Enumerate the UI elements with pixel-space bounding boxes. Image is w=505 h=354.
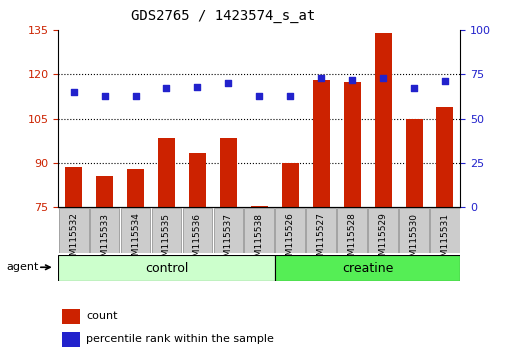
- FancyBboxPatch shape: [244, 207, 274, 253]
- Point: [131, 93, 139, 98]
- Text: count: count: [86, 312, 118, 321]
- FancyBboxPatch shape: [89, 207, 119, 253]
- Bar: [158, 138, 175, 207]
- Point: [255, 93, 263, 98]
- Text: GSM115534: GSM115534: [131, 213, 140, 268]
- Text: GSM115529: GSM115529: [378, 213, 387, 268]
- Text: GSM115533: GSM115533: [100, 213, 109, 268]
- Bar: [343, 82, 360, 207]
- Bar: [62, 332, 80, 347]
- Text: GSM115531: GSM115531: [440, 213, 448, 268]
- Text: GSM115532: GSM115532: [69, 213, 78, 268]
- Point: [286, 93, 294, 98]
- FancyBboxPatch shape: [274, 256, 460, 281]
- Point: [347, 77, 356, 82]
- Point: [70, 89, 78, 95]
- Bar: [436, 107, 452, 207]
- FancyBboxPatch shape: [121, 207, 150, 253]
- Text: GSM115530: GSM115530: [409, 213, 418, 268]
- FancyBboxPatch shape: [368, 207, 397, 253]
- FancyBboxPatch shape: [337, 207, 366, 253]
- Text: agent: agent: [6, 262, 38, 272]
- Bar: [374, 33, 391, 207]
- Point: [100, 93, 109, 98]
- FancyBboxPatch shape: [182, 207, 212, 253]
- Text: percentile rank within the sample: percentile rank within the sample: [86, 335, 274, 344]
- Point: [440, 79, 448, 84]
- Bar: [62, 309, 80, 324]
- Point: [378, 75, 386, 81]
- Bar: [96, 176, 113, 207]
- Text: creatine: creatine: [341, 262, 392, 275]
- Bar: [188, 153, 206, 207]
- Bar: [250, 206, 267, 207]
- FancyBboxPatch shape: [275, 207, 305, 253]
- Bar: [127, 169, 144, 207]
- Point: [162, 86, 170, 91]
- Text: GSM115537: GSM115537: [223, 213, 232, 268]
- Text: GDS2765 / 1423574_s_at: GDS2765 / 1423574_s_at: [130, 9, 314, 23]
- FancyBboxPatch shape: [213, 207, 243, 253]
- Text: GSM115527: GSM115527: [316, 213, 325, 268]
- Bar: [65, 167, 82, 207]
- Text: GSM115536: GSM115536: [192, 213, 201, 268]
- Bar: [312, 80, 329, 207]
- Point: [317, 75, 325, 81]
- Point: [224, 80, 232, 86]
- FancyBboxPatch shape: [58, 256, 274, 281]
- Text: GSM115526: GSM115526: [285, 213, 294, 268]
- Point: [409, 86, 417, 91]
- Bar: [281, 163, 298, 207]
- Text: GSM115535: GSM115535: [162, 213, 171, 268]
- Text: control: control: [144, 262, 188, 275]
- FancyBboxPatch shape: [306, 207, 335, 253]
- Bar: [220, 138, 236, 207]
- FancyBboxPatch shape: [59, 207, 88, 253]
- FancyBboxPatch shape: [152, 207, 181, 253]
- Text: GSM115528: GSM115528: [347, 213, 356, 268]
- FancyBboxPatch shape: [429, 207, 459, 253]
- FancyBboxPatch shape: [398, 207, 428, 253]
- Bar: [405, 119, 422, 207]
- Point: [193, 84, 201, 90]
- Text: GSM115538: GSM115538: [255, 213, 263, 268]
